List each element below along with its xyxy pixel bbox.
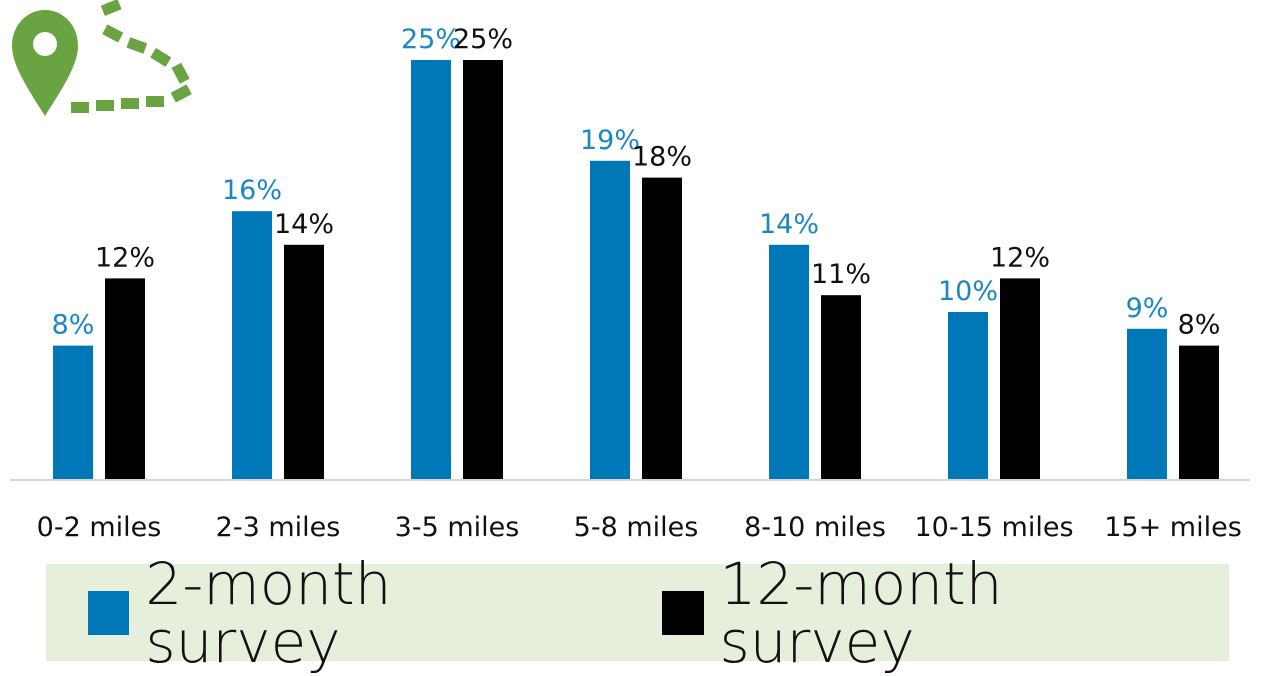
bar-12-month-6 bbox=[1179, 345, 1219, 480]
legend-swatch-12-month bbox=[662, 590, 704, 635]
value-label-12-month-3: 18% bbox=[632, 142, 692, 173]
x-tick-label-3: 5-8 miles bbox=[574, 512, 699, 543]
bar-2-month-6 bbox=[1127, 328, 1167, 480]
legend-swatch-2-month bbox=[88, 590, 130, 635]
value-label-2-month-2: 25% bbox=[401, 24, 461, 55]
legend-label-2-month: 2-month survey bbox=[145, 549, 392, 676]
bar-12-month-4 bbox=[821, 295, 861, 480]
value-label-12-month-5: 12% bbox=[990, 242, 1050, 273]
bar-2-month-3 bbox=[590, 160, 630, 481]
value-label-12-month-1: 14% bbox=[274, 209, 334, 240]
bar-12-month-1 bbox=[284, 244, 324, 480]
bar-2-month-4 bbox=[769, 244, 809, 480]
bar-2-month-1 bbox=[232, 211, 272, 480]
bar-2-month-0 bbox=[53, 345, 93, 480]
value-label-group: 8%12%16%14%25%25%19%18%14%11%10%12%9%8% bbox=[52, 24, 1221, 341]
value-label-2-month-4: 14% bbox=[759, 209, 819, 240]
x-tick-label-6: 15+ miles bbox=[1104, 512, 1242, 543]
bar-12-month-5 bbox=[1000, 278, 1040, 480]
value-label-12-month-6: 8% bbox=[1178, 310, 1221, 341]
value-label-12-month-0: 12% bbox=[95, 242, 155, 273]
value-label-2-month-0: 8% bbox=[52, 310, 95, 341]
bar-12-month-0 bbox=[105, 278, 145, 480]
x-tick-label-2: 3-5 miles bbox=[395, 512, 520, 543]
legend-label-12-month: 12-month survey bbox=[719, 549, 1003, 676]
value-label-2-month-6: 9% bbox=[1126, 293, 1169, 324]
legend-item-12-month: 12-month survey bbox=[662, 555, 1187, 671]
bar-2-month-5 bbox=[948, 312, 988, 480]
bar-12-month-2 bbox=[463, 60, 503, 480]
bar-12-month-3 bbox=[642, 177, 682, 480]
value-label-2-month-1: 16% bbox=[222, 175, 282, 206]
x-tick-group: 0-2 miles 2-3 miles 3-5 miles 5-8 miles 8-10… bbox=[37, 512, 1242, 543]
map-route-icon bbox=[12, 0, 192, 116]
bar-2-month-2 bbox=[411, 60, 451, 480]
x-tick-label-5: 10-15 miles bbox=[914, 512, 1073, 543]
x-tick-label-4: 8-10 miles bbox=[744, 512, 886, 543]
x-tick-label-1: 2-3 miles bbox=[216, 512, 341, 543]
legend-item-2-month: 2-month survey bbox=[88, 555, 578, 671]
bar-chart: 8%12%16%14%25%25%19%18%14%11%10%12%9%8% … bbox=[10, 0, 1250, 543]
bar-group bbox=[53, 60, 1219, 481]
value-label-12-month-2: 25% bbox=[453, 24, 513, 55]
legend: 2-month survey 12-month survey bbox=[46, 555, 1229, 671]
value-label-2-month-5: 10% bbox=[938, 276, 998, 307]
x-tick-label-0: 0-2 miles bbox=[37, 512, 162, 543]
value-label-2-month-3: 19% bbox=[580, 125, 640, 156]
value-label-12-month-4: 11% bbox=[811, 259, 871, 290]
